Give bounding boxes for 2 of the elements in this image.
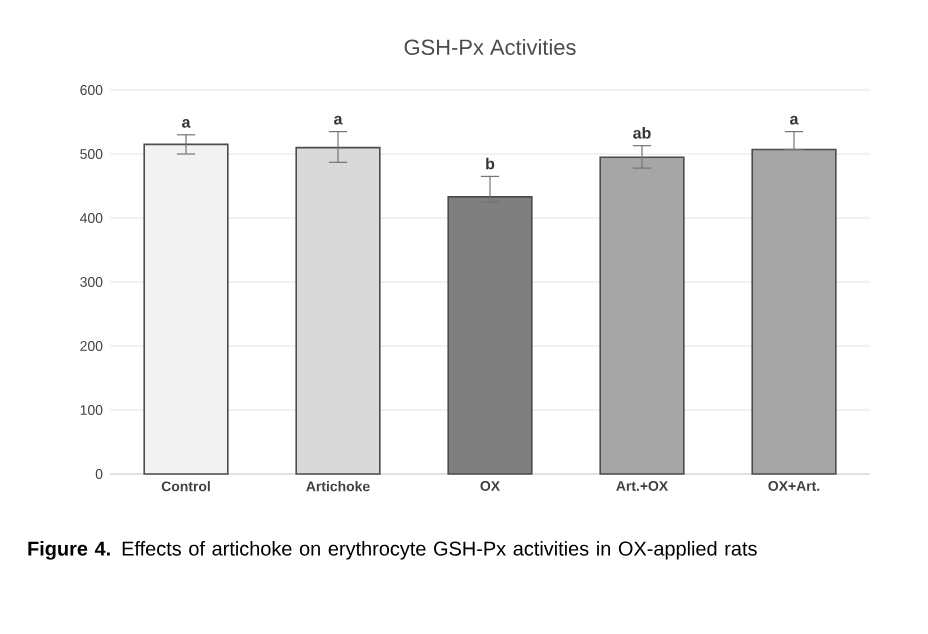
text: Figure 4. Effects of artichoke on erythrocyte GSH-Px activities in OX-applied rats: [28, 541, 757, 560]
chart-title: GSH-Px Activities: [404, 38, 576, 55]
